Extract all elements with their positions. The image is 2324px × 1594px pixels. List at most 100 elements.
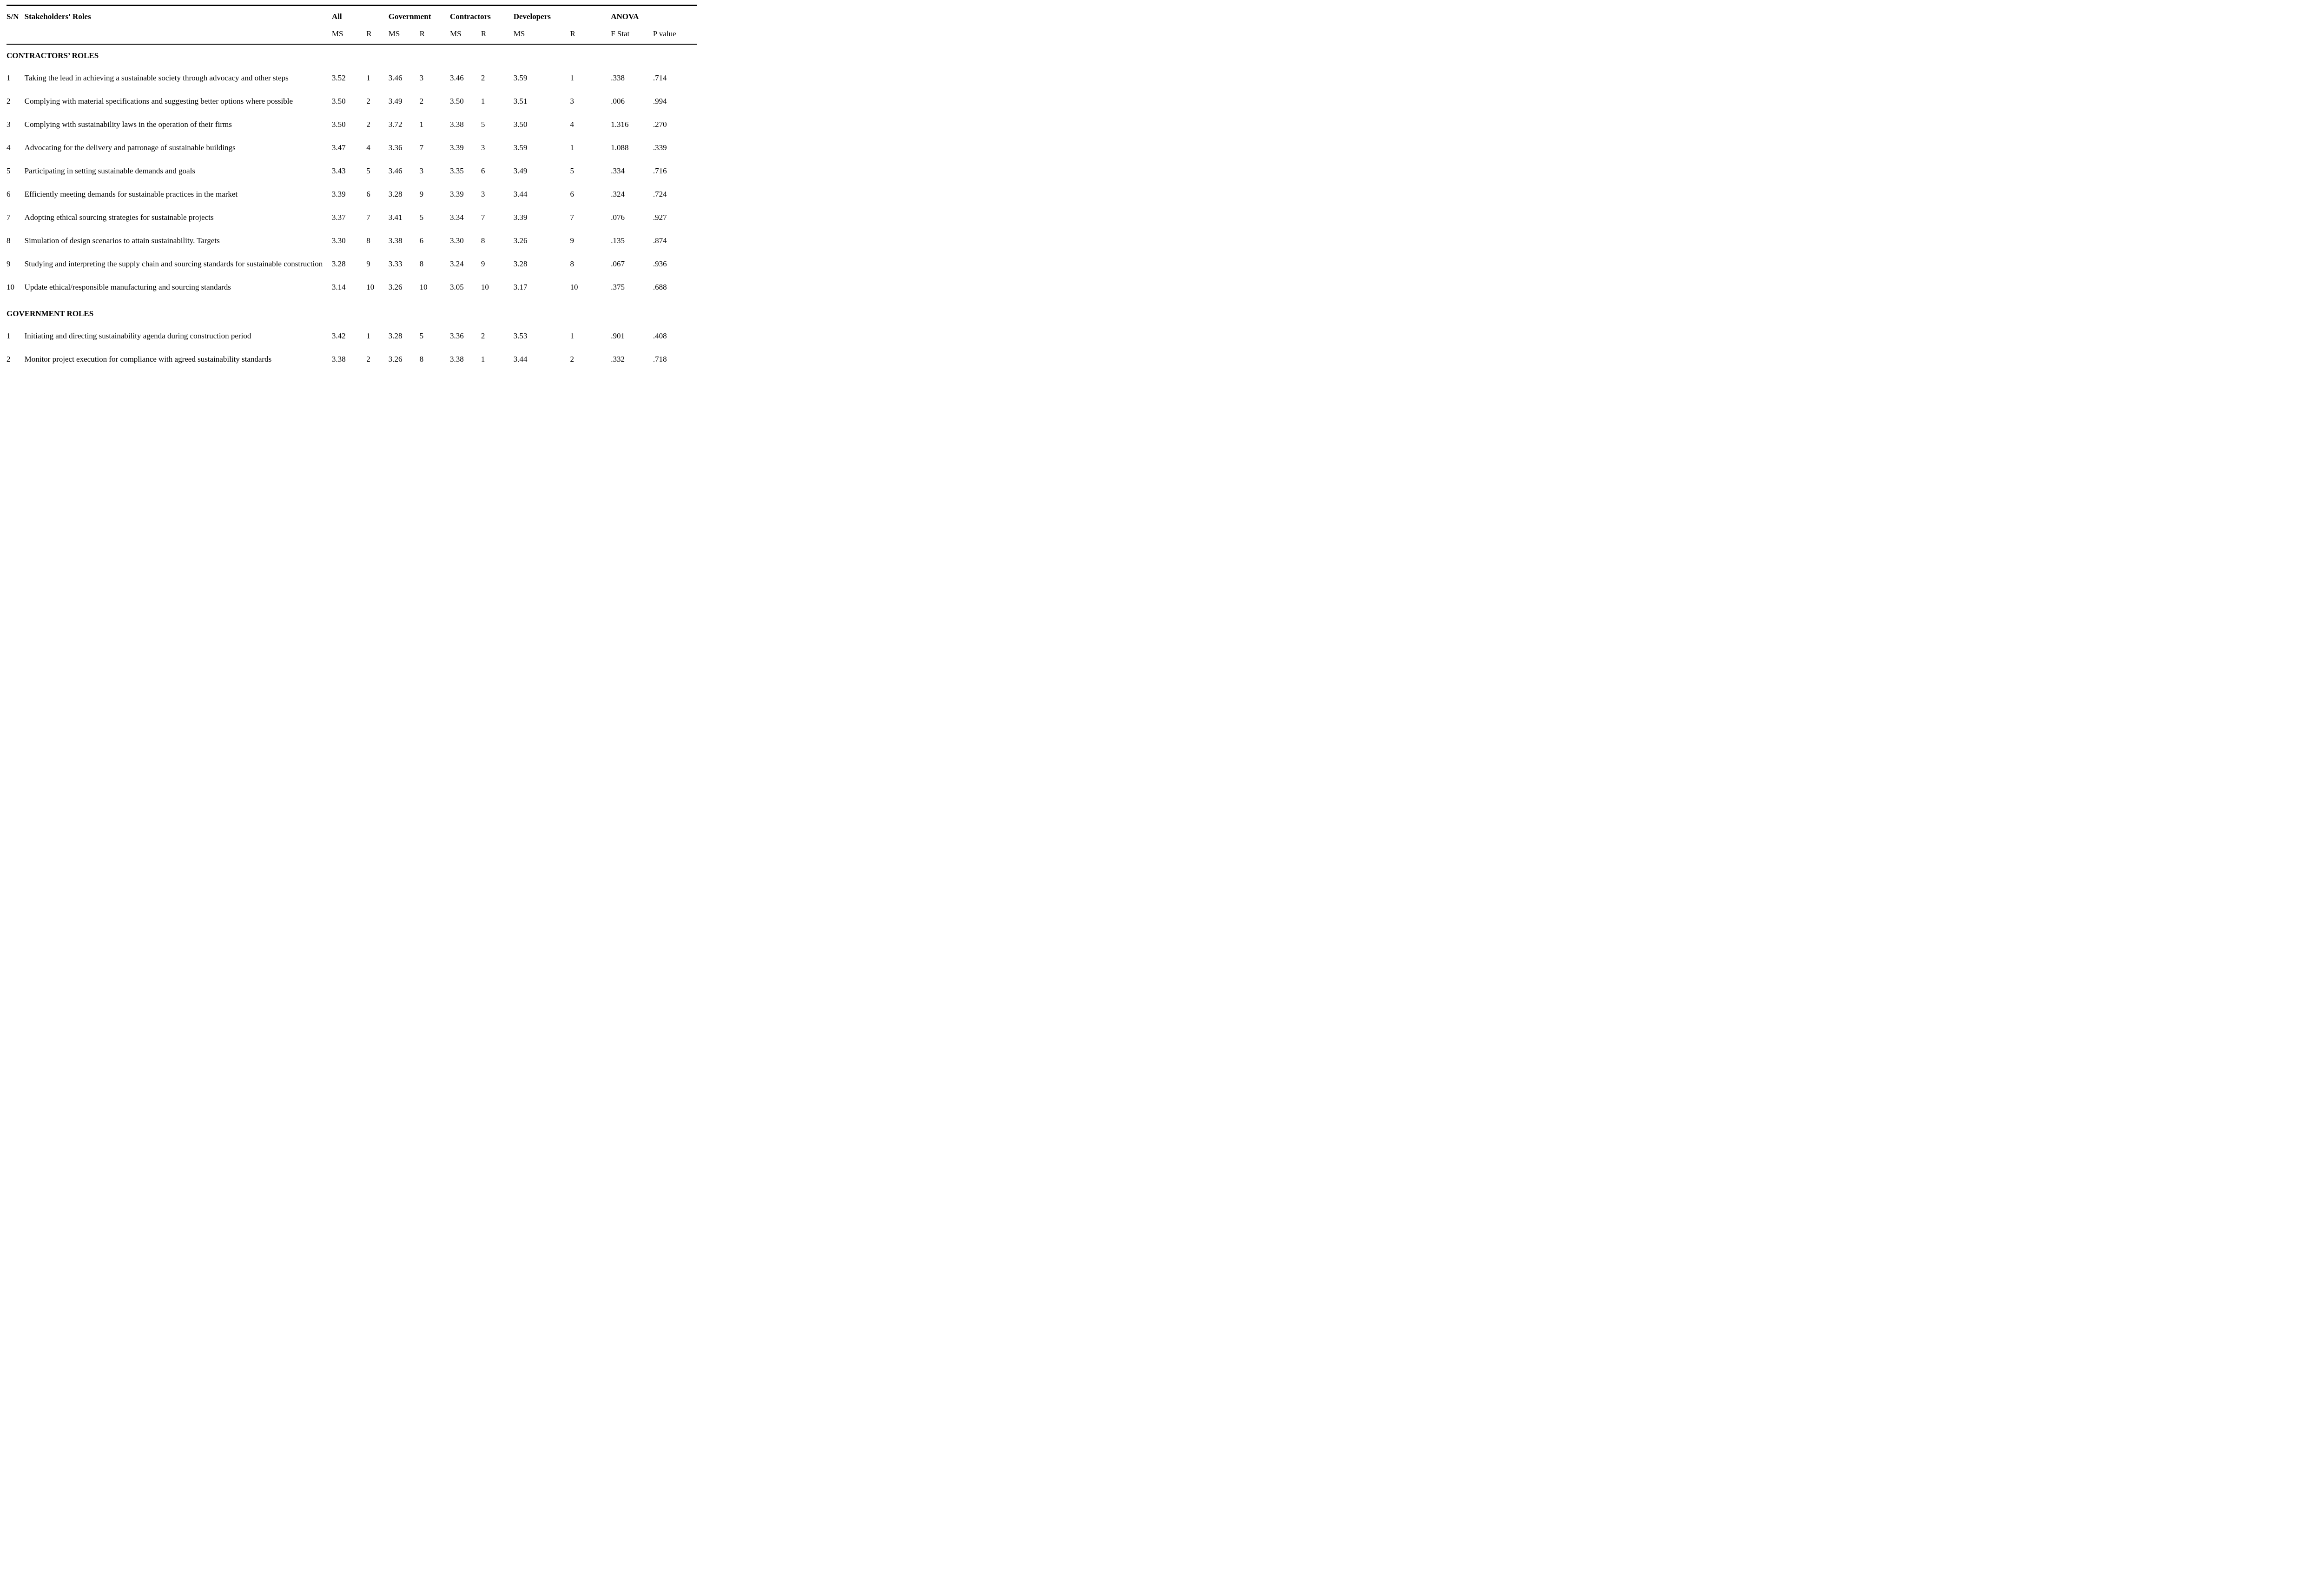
- row-sn: 3: [7, 120, 11, 129]
- cell-pvalue: .927: [653, 213, 667, 222]
- col-header-sn: S/N: [7, 12, 19, 21]
- cell-dev-r: 6: [570, 190, 574, 198]
- cell-con-r: 6: [481, 166, 485, 175]
- cell-gov-r: 3: [419, 166, 424, 175]
- cell-dev-ms: 3.44: [513, 355, 528, 364]
- row-role: Efficiently meeting demands for sustaina…: [24, 190, 238, 198]
- cell-gov-ms: 3.28: [388, 190, 403, 198]
- cell-all-ms: 3.28: [331, 259, 346, 268]
- cell-pvalue: .716: [653, 166, 667, 175]
- col-group-government: Government: [388, 12, 431, 21]
- cell-dev-r: 10: [570, 283, 578, 291]
- cell-fstat: .338: [611, 73, 625, 82]
- col-sub-all-r: R: [366, 26, 389, 45]
- row-sn: 7: [7, 213, 11, 222]
- cell-all-r: 2: [366, 120, 370, 129]
- row-sn: 10: [7, 283, 14, 291]
- cell-con-ms: 3.50: [450, 97, 464, 106]
- cell-gov-ms: 3.36: [388, 143, 403, 152]
- col-sub-dev-ms: MS: [513, 26, 570, 45]
- cell-fstat: .901: [611, 331, 625, 340]
- cell-gov-r: 1: [419, 120, 424, 129]
- cell-all-r: 7: [366, 213, 370, 222]
- table-row: 10 Update ethical/responsible manufacturi…: [7, 279, 697, 303]
- row-role: Studying and interpreting the supply cha…: [24, 259, 323, 268]
- row-role: Advocating for the delivery and patronag…: [24, 143, 236, 152]
- cell-fstat: .375: [611, 283, 625, 291]
- cell-all-r: 10: [366, 283, 375, 291]
- cell-all-ms: 3.37: [331, 213, 346, 222]
- row-sn: 1: [7, 331, 11, 340]
- cell-dev-r: 5: [570, 166, 574, 175]
- table-body: CONTRACTORS’ ROLES 1 Taking the lead in ac…: [7, 44, 697, 375]
- cell-all-ms: 3.50: [331, 97, 346, 106]
- cell-gov-ms: 3.46: [388, 73, 403, 82]
- cell-pvalue: .994: [653, 97, 667, 106]
- cell-gov-ms: 3.28: [388, 331, 403, 340]
- cell-fstat: .334: [611, 166, 625, 175]
- col-group-anova: ANOVA: [611, 12, 639, 21]
- row-sn: 1: [7, 73, 11, 82]
- cell-all-ms: 3.39: [331, 190, 346, 198]
- section-header-row: CONTRACTORS’ ROLES: [7, 44, 697, 70]
- cell-gov-ms: 3.38: [388, 236, 403, 245]
- cell-fstat: .076: [611, 213, 625, 222]
- cell-pvalue: .339: [653, 143, 667, 152]
- cell-all-ms: 3.50: [331, 120, 346, 129]
- cell-dev-r: 4: [570, 120, 574, 129]
- row-sn: 4: [7, 143, 11, 152]
- col-sub-fstat: F Stat: [611, 26, 653, 45]
- cell-con-r: 2: [481, 73, 485, 82]
- table-row: 6 Efficiently meeting demands for sustain…: [7, 186, 697, 210]
- stakeholder-roles-table: S/N Stakeholders' Roles All Government C…: [7, 5, 697, 375]
- cell-gov-r: 8: [419, 355, 424, 364]
- col-sub-con-ms: MS: [450, 26, 481, 45]
- table-row: 3 Complying with sustainability laws in t…: [7, 117, 697, 140]
- cell-gov-r: 9: [419, 190, 424, 198]
- col-sub-empty-roles: [24, 26, 332, 45]
- section-header: CONTRACTORS’ ROLES: [7, 51, 99, 60]
- cell-fstat: .067: [611, 259, 625, 268]
- cell-all-r: 8: [366, 236, 370, 245]
- table-row: 4 Advocating for the delivery and patrona…: [7, 140, 697, 163]
- cell-pvalue: .724: [653, 190, 667, 198]
- cell-fstat: .332: [611, 355, 625, 364]
- cell-con-r: 9: [481, 259, 485, 268]
- cell-all-r: 1: [366, 73, 370, 82]
- cell-gov-ms: 3.33: [388, 259, 403, 268]
- cell-con-r: 1: [481, 97, 485, 106]
- cell-gov-r: 5: [419, 213, 424, 222]
- row-sn: 2: [7, 355, 11, 364]
- row-role: Taking the lead in achieving a sustainab…: [24, 73, 289, 82]
- cell-all-r: 1: [366, 331, 370, 340]
- cell-fstat: 1.316: [611, 120, 629, 129]
- header-sub-row: MS R MS R MS R MS R F Stat P value: [7, 26, 697, 45]
- cell-fstat: 1.088: [611, 143, 629, 152]
- cell-gov-ms: 3.26: [388, 355, 403, 364]
- cell-con-ms: 3.36: [450, 331, 464, 340]
- cell-dev-r: 9: [570, 236, 574, 245]
- col-sub-gov-r: R: [419, 26, 450, 45]
- cell-con-ms: 3.38: [450, 120, 464, 129]
- section-header: GOVERNMENT ROLES: [7, 309, 94, 318]
- cell-con-ms: 3.39: [450, 190, 464, 198]
- cell-all-r: 6: [366, 190, 370, 198]
- cell-dev-ms: 3.53: [513, 331, 528, 340]
- cell-all-ms: 3.43: [331, 166, 346, 175]
- cell-con-ms: 3.46: [450, 73, 464, 82]
- table-row: 9 Studying and interpreting the supply ch…: [7, 256, 697, 279]
- table-row: 2 Monitor project execution for complianc…: [7, 351, 697, 375]
- row-role: Update ethical/responsible manufacturing…: [24, 283, 231, 291]
- cell-con-r: 10: [481, 283, 489, 291]
- cell-fstat: .324: [611, 190, 625, 198]
- cell-gov-ms: 3.46: [388, 166, 403, 175]
- cell-dev-ms: 3.59: [513, 143, 528, 152]
- col-header-roles: Stakeholders' Roles: [24, 12, 91, 21]
- cell-dev-ms: 3.51: [513, 97, 528, 106]
- cell-all-r: 4: [366, 143, 370, 152]
- cell-pvalue: .718: [653, 355, 667, 364]
- cell-fstat: .135: [611, 236, 625, 245]
- col-sub-dev-r: R: [570, 26, 611, 45]
- cell-fstat: .006: [611, 97, 625, 106]
- cell-gov-ms: 3.41: [388, 213, 403, 222]
